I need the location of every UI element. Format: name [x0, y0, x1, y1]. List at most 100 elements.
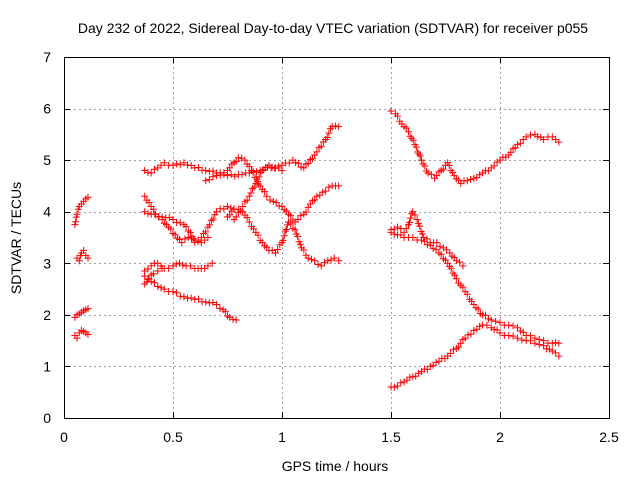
data-point	[150, 165, 158, 173]
data-point	[243, 213, 251, 221]
data-point	[464, 331, 472, 339]
data-point	[144, 210, 152, 218]
data-point	[387, 107, 395, 115]
data-point	[272, 199, 280, 207]
data-point	[176, 219, 184, 227]
data-point	[543, 345, 551, 353]
data-point	[319, 188, 327, 196]
data-point	[258, 166, 266, 174]
data-point	[167, 225, 175, 233]
data-point	[437, 250, 445, 258]
data-point	[516, 327, 524, 335]
data-point	[457, 339, 465, 347]
data-series	[141, 208, 212, 247]
data-point	[176, 292, 184, 300]
data-point	[294, 159, 302, 167]
data-point	[487, 316, 495, 324]
data-point	[447, 264, 455, 272]
data-point	[444, 259, 452, 267]
data-point	[518, 336, 526, 344]
data-point	[420, 237, 428, 245]
data-point	[421, 162, 429, 170]
data-point	[416, 222, 424, 230]
x-tick-label: 0	[60, 429, 68, 445]
data-point	[423, 365, 431, 373]
data-point	[211, 211, 219, 219]
data-point	[324, 257, 332, 265]
data-point	[302, 208, 310, 216]
data-point	[287, 220, 295, 228]
data-point	[436, 242, 444, 250]
data-point	[194, 164, 202, 172]
data-point	[463, 290, 471, 298]
data-series	[141, 264, 166, 288]
data-point	[282, 226, 290, 234]
data-point	[280, 232, 288, 240]
data-point	[424, 169, 432, 177]
data-point	[426, 241, 434, 249]
data-point	[287, 212, 295, 220]
data-point	[496, 156, 504, 164]
data-point	[150, 279, 158, 287]
data-point	[406, 219, 414, 227]
data-point	[145, 275, 153, 283]
data-point	[269, 197, 277, 205]
data-point	[409, 234, 417, 241]
data-point	[304, 254, 312, 262]
data-point	[158, 264, 166, 272]
data-point	[84, 330, 92, 338]
data-point	[418, 230, 426, 238]
data-point	[250, 183, 258, 191]
data-point	[249, 168, 257, 176]
data-point	[194, 237, 202, 245]
data-point	[463, 177, 471, 185]
data-point	[314, 260, 322, 268]
data-point	[433, 239, 441, 247]
data-point	[144, 265, 152, 273]
data-point	[415, 369, 423, 377]
data-point	[209, 173, 217, 181]
data-point	[209, 215, 217, 223]
data-point	[483, 321, 491, 329]
data-point	[154, 282, 162, 290]
data-point	[513, 334, 521, 342]
y-tick-label: 2	[43, 307, 51, 323]
x-tick-label: 2	[496, 429, 504, 445]
data-point	[202, 177, 210, 185]
data-point	[297, 212, 305, 220]
data-point	[180, 159, 188, 167]
data-point	[202, 166, 210, 174]
data-point	[455, 343, 463, 351]
data-point	[449, 346, 457, 354]
data-point	[411, 211, 419, 219]
data-point	[220, 205, 228, 213]
data-point	[452, 275, 460, 283]
data-point	[187, 294, 195, 302]
data-point	[182, 223, 190, 231]
data-point	[285, 159, 293, 167]
data-point	[490, 325, 498, 333]
data-point	[173, 218, 181, 226]
data-point	[470, 174, 478, 182]
data-point	[229, 315, 237, 323]
data-series	[387, 228, 563, 347]
data-point	[407, 214, 415, 222]
data-point	[220, 169, 228, 177]
data-point	[266, 196, 274, 204]
data-point	[178, 239, 186, 247]
data-point	[459, 262, 467, 270]
data-point	[231, 172, 239, 180]
data-point	[516, 139, 524, 147]
data-point	[412, 372, 420, 380]
x-tick-label: 1.5	[381, 429, 401, 445]
data-point	[202, 298, 210, 306]
data-point	[311, 257, 319, 265]
data-point	[80, 246, 88, 254]
data-point	[226, 164, 234, 172]
data-series	[73, 246, 92, 265]
data-point	[481, 311, 489, 319]
data-point	[439, 165, 447, 173]
data-point	[447, 350, 455, 358]
data-point	[427, 170, 435, 178]
data-point	[470, 326, 478, 334]
